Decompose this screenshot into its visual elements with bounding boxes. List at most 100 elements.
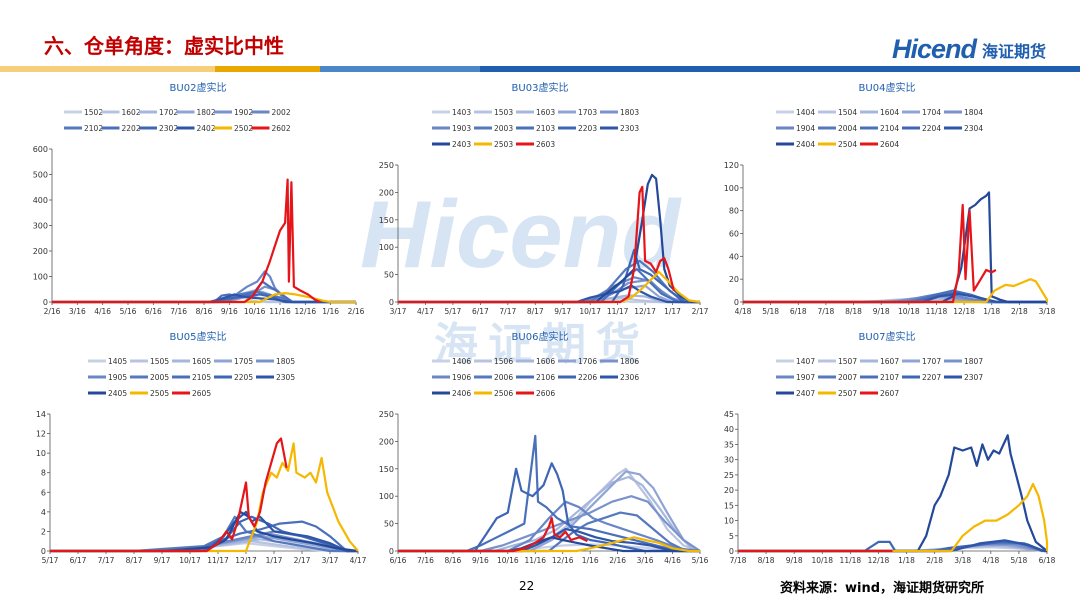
accent-bar-segment (215, 66, 320, 72)
x-tick-label: 12/17 (235, 556, 257, 565)
x-tick-label: 4/18 (982, 556, 999, 565)
legend-label: 1907 (796, 373, 815, 382)
chart-title: BU03虚实比 (512, 81, 569, 94)
y-tick-label: 600 (33, 145, 48, 154)
x-tick-label: 7/16 (417, 556, 434, 565)
legend-label: 2307 (964, 373, 983, 382)
y-tick-label: 4 (41, 508, 46, 517)
series-line-2005 (50, 515, 358, 553)
x-tick-label: 1/18 (983, 307, 1000, 316)
legend-label: 2505 (150, 389, 169, 398)
series-line-1906 (398, 500, 701, 553)
legend-label: 2105 (192, 373, 211, 382)
series-line-2602 (52, 178, 321, 304)
legend-label: 2207 (922, 373, 941, 382)
x-tick-label: 12/16 (552, 556, 574, 565)
y-tick-label: 150 (379, 216, 394, 225)
y-tick-label: 300 (33, 222, 48, 231)
y-tick-label: 200 (379, 188, 394, 197)
legend-label: 1705 (234, 357, 253, 366)
legend-label: 2405 (108, 389, 127, 398)
page-number: 22 (519, 579, 535, 593)
y-tick-label: 20 (729, 275, 739, 284)
x-tick-label: 8/16 (444, 556, 461, 565)
legend-label: 2303 (620, 124, 639, 133)
x-tick-label: 8/18 (758, 556, 775, 565)
x-tick-label: 6/18 (790, 307, 807, 316)
y-tick-label: 30 (724, 456, 734, 465)
x-tick-label: 5/17 (444, 307, 461, 316)
x-tick-label: 9/18 (873, 307, 890, 316)
y-tick-label: 40 (724, 425, 734, 434)
chart-title: BU06虚实比 (512, 330, 569, 343)
x-tick-label: 1/18 (898, 556, 915, 565)
legend-label: 2607 (880, 389, 899, 398)
x-tick-label: 7/17 (499, 307, 516, 316)
x-tick-label: 3/18 (1039, 307, 1056, 316)
company-logo: Hicend 海证期货 (892, 34, 1046, 65)
series-line-2306 (398, 528, 700, 553)
x-tick-label: 8/17 (527, 307, 544, 316)
x-tick-label: 2/16 (44, 307, 61, 316)
accent-bar-segment (0, 66, 215, 72)
y-tick-label: 50 (384, 271, 394, 280)
legend-label: 2306 (620, 373, 639, 382)
y-tick-label: 0 (389, 547, 394, 556)
series-line-1706 (398, 470, 701, 553)
y-tick-label: 0 (734, 298, 739, 307)
y-tick-label: 120 (724, 161, 739, 170)
x-tick-label: 9/17 (554, 307, 571, 316)
x-tick-label: 2/16 (609, 556, 626, 565)
x-tick-label: 5/18 (1010, 556, 1027, 565)
accent-bar-segment (480, 66, 1080, 72)
x-tick-label: 11/18 (840, 556, 862, 565)
x-tick-label: 2/17 (692, 307, 709, 316)
legend-label: 1606 (536, 357, 555, 366)
series-line-2603 (398, 185, 675, 304)
legend-label: 1706 (578, 357, 597, 366)
series-line-2206 (398, 462, 700, 553)
y-tick-label: 60 (729, 230, 739, 239)
legend-label: 2503 (494, 140, 513, 149)
x-tick-label: 5/16 (692, 556, 709, 565)
legend-label: 2402 (197, 124, 216, 133)
legend-label: 1803 (620, 108, 639, 117)
series-line-2504 (743, 278, 1049, 304)
series-line-1902 (52, 285, 356, 304)
legend-label: 1506 (494, 357, 513, 366)
y-tick-label: 500 (33, 171, 48, 180)
legend-label: 1906 (452, 373, 471, 382)
x-tick-label: 5/17 (42, 556, 59, 565)
x-tick-label: 3/16 (69, 307, 86, 316)
x-tick-label: 6/16 (145, 307, 162, 316)
series-line-2507 (738, 482, 1049, 553)
legend-label: 2302 (159, 124, 178, 133)
series-line-2103 (398, 268, 700, 304)
x-tick-label: 9/17 (154, 556, 171, 565)
legend-label: 2103 (536, 124, 555, 133)
legend-label: 1404 (796, 108, 815, 117)
legend-label: 2006 (494, 373, 513, 382)
series-line-2403 (398, 173, 700, 304)
legend-label: 1604 (880, 108, 899, 117)
x-tick-label: 7/16 (170, 307, 187, 316)
x-tick-label: 10/18 (811, 556, 833, 565)
y-tick-label: 35 (724, 440, 734, 449)
y-tick-label: 200 (379, 437, 394, 446)
legend-label: 1905 (108, 373, 127, 382)
legend-label: 1605 (192, 357, 211, 366)
x-tick-label: 2/16 (348, 307, 365, 316)
y-tick-label: 200 (33, 247, 48, 256)
legend-label: 2107 (880, 373, 899, 382)
y-tick-label: 400 (33, 196, 48, 205)
x-tick-label: 11/18 (926, 307, 948, 316)
y-tick-label: 25 (724, 471, 734, 480)
legend-label: 2602 (272, 124, 291, 133)
x-tick-label: 4/16 (664, 556, 681, 565)
series-line-2407 (738, 434, 1048, 553)
series-line-2105 (50, 520, 358, 553)
series-line-2605 (50, 437, 288, 553)
x-tick-label: 3/17 (390, 307, 407, 316)
legend-label: 1502 (84, 108, 103, 117)
x-tick-label: 10/17 (579, 307, 601, 316)
